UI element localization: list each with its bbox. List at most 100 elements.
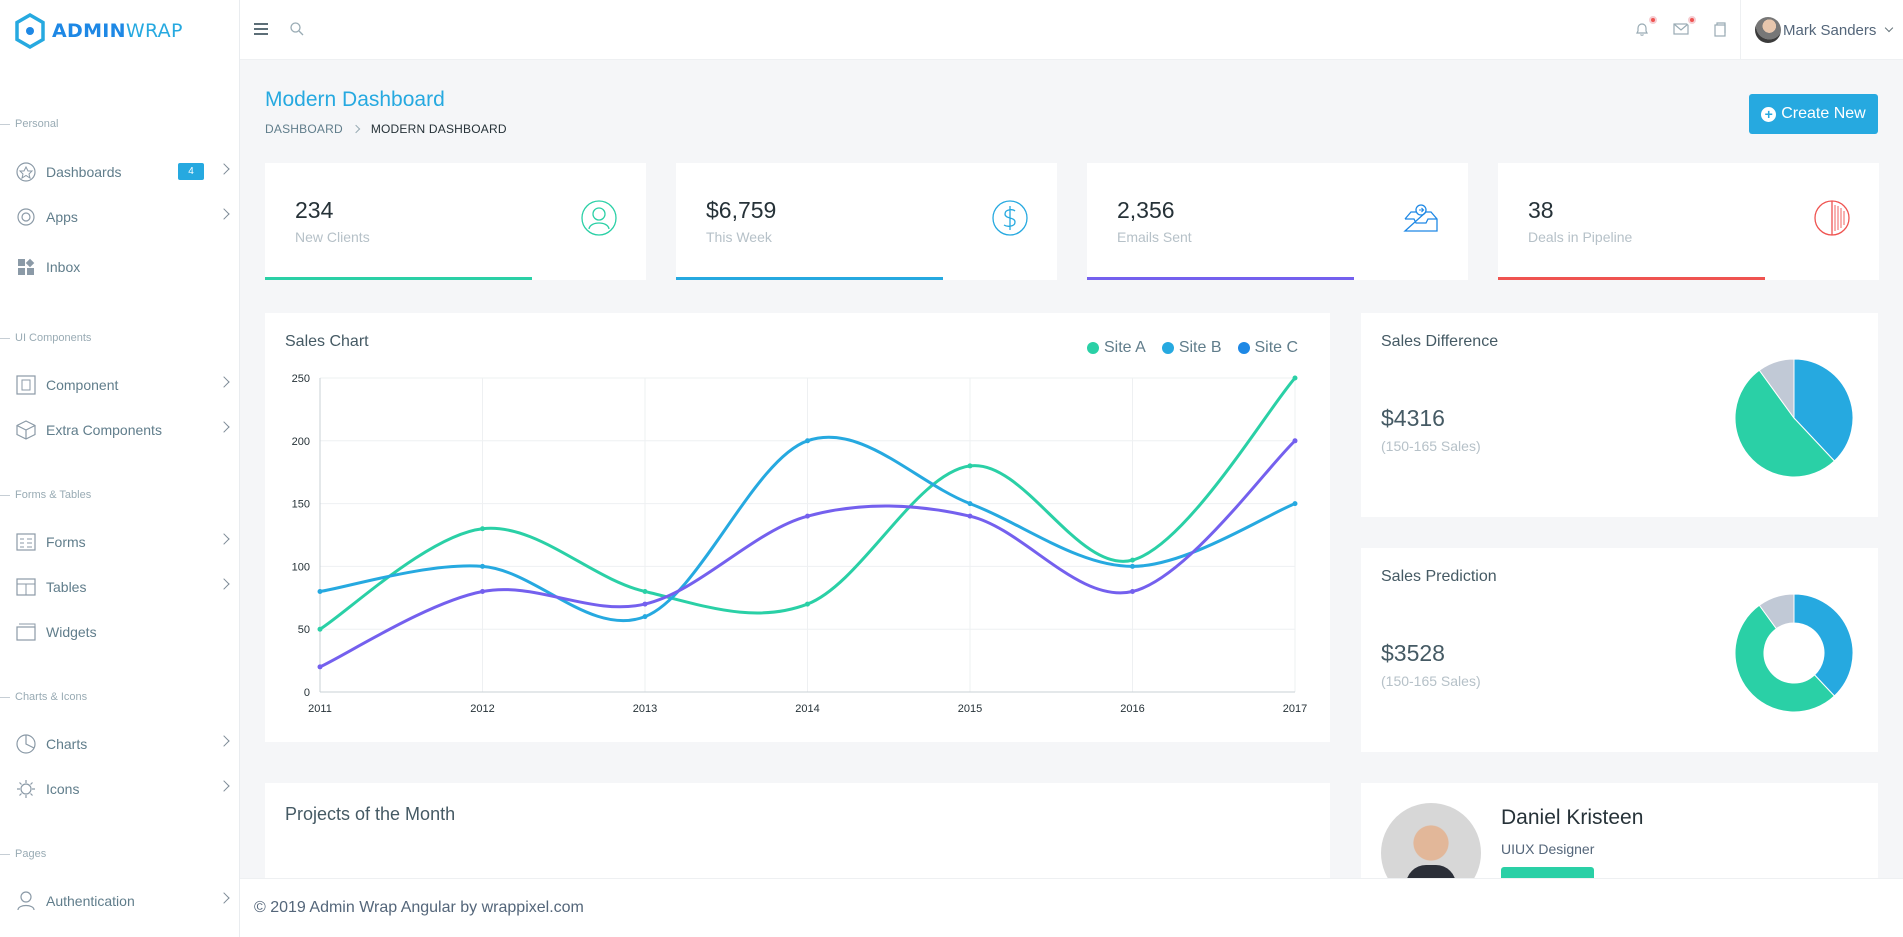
data-point — [967, 463, 973, 469]
stat-card-deals: 38 Deals in Pipeline — [1498, 163, 1879, 280]
clipboard-icon[interactable] — [1709, 18, 1731, 40]
data-point — [480, 563, 485, 569]
sidebar-item-inbox[interactable]: Inbox — [14, 253, 228, 281]
nav-section-pages: Pages — [0, 844, 46, 864]
chevron-right-icon — [218, 780, 230, 792]
y-tick-label: 250 — [292, 373, 310, 385]
data-point — [642, 589, 648, 595]
data-point — [642, 601, 648, 607]
sales-prediction-slice — [1734, 604, 1836, 713]
sidebar-item-extra-components[interactable]: Extra Components — [14, 416, 230, 444]
legend-label-site-b: Site B — [1178, 339, 1222, 356]
x-tick-label: 2013 — [633, 703, 657, 715]
inbox-icon — [14, 255, 38, 279]
chevron-right-icon — [218, 208, 230, 220]
menu-toggle-icon[interactable] — [250, 18, 272, 40]
data-point — [317, 664, 323, 670]
sales-difference-subtitle: (150-165 Sales) — [1381, 438, 1481, 454]
x-tick-label: 2016 — [1120, 703, 1144, 715]
sidebar-item-charts[interactable]: Charts — [14, 730, 230, 758]
sidebar-item-label: Inbox — [46, 259, 81, 275]
sidebar-item-label: Charts — [46, 736, 88, 752]
x-tick-label: 2017 — [1283, 703, 1307, 715]
create-new-button[interactable]: + Create New — [1749, 94, 1878, 134]
data-point — [480, 526, 485, 532]
projects-card: Projects of the Month — [265, 783, 1330, 878]
sales-difference-slice — [1758, 358, 1795, 420]
x-tick-label: 2011 — [308, 703, 332, 715]
data-point — [805, 601, 810, 607]
stat-label: Emails Sent — [1117, 229, 1192, 245]
sales-prediction-value: $3528 — [1381, 640, 1445, 666]
stat-card-new-clients: 234 New Clients — [265, 163, 646, 280]
sidebar-item-apps[interactable]: Apps — [14, 203, 230, 231]
sidebar: ADMINWRAP Personal Dashboards 4 Apps Inb… — [0, 0, 240, 937]
stat-progress-bar — [1087, 277, 1354, 280]
notification-bell-icon[interactable] — [1631, 14, 1659, 40]
data-point — [805, 513, 810, 519]
stat-card-this-week: $6,759 This Week — [676, 163, 1057, 280]
sales-difference-slice — [1734, 369, 1836, 478]
chevron-right-icon — [218, 735, 230, 747]
chevron-down-icon — [1885, 23, 1894, 33]
x-tick-label: 2012 — [470, 703, 494, 715]
data-point — [642, 614, 648, 620]
logo-hexagon-icon — [15, 13, 45, 49]
logo[interactable]: ADMINWRAP — [0, 0, 239, 62]
stat-value: 38 — [1528, 197, 1554, 223]
sales-difference-slice — [1793, 358, 1854, 462]
plus-circle-icon: + — [1761, 106, 1777, 122]
chevron-right-icon — [218, 533, 230, 545]
sidebar-item-dashboards[interactable]: Dashboards 4 — [14, 158, 230, 186]
nav-section-ui-components: UI Components — [0, 328, 91, 348]
breadcrumb-dashboard[interactable]: DASHBOARD — [265, 122, 343, 136]
nav-section-forms-tables: Forms & Tables — [0, 485, 91, 505]
chevron-right-icon — [218, 421, 230, 433]
y-tick-label: 50 — [298, 624, 310, 636]
y-tick-label: 100 — [292, 561, 310, 573]
sales-prediction-card: Sales Prediction $3528 (150-165 Sales) — [1361, 548, 1878, 752]
user-menu[interactable]: Mark Sanders — [1740, 0, 1894, 60]
profile-action-button[interactable] — [1501, 867, 1594, 878]
dashboard-icon — [14, 160, 38, 184]
user-name: Mark Sanders — [1783, 21, 1877, 39]
data-point — [317, 589, 323, 595]
sidebar-item-label: Tables — [46, 579, 87, 595]
inbox-tray-icon — [1403, 204, 1438, 232]
footer-copyright: © 2019 Admin Wrap Angular by wrappixel.c… — [254, 899, 584, 916]
projects-title: Projects of the Month — [285, 804, 456, 824]
data-point — [317, 626, 323, 632]
sales-prediction-slice — [1793, 593, 1854, 697]
nav-section-personal: Personal — [0, 114, 58, 134]
data-point — [1130, 589, 1135, 595]
tables-icon — [14, 575, 38, 599]
messages-icon[interactable] — [1670, 14, 1698, 40]
data-point — [967, 513, 973, 519]
sidebar-item-label: Widgets — [46, 624, 97, 640]
sidebar-item-label: Dashboards — [46, 164, 122, 180]
sidebar-item-label: Apps — [46, 209, 78, 225]
sidebar-item-widgets[interactable]: Widgets — [14, 618, 228, 646]
widgets-icon — [14, 620, 38, 644]
avatar — [1755, 17, 1781, 43]
sidebar-item-tables[interactable]: Tables — [14, 573, 230, 601]
sales-line-chart: 0 50 100 150 200 250 2011 2012 2013 2014 2015 2016 2… — [292, 373, 1308, 715]
sales-difference-title: Sales Difference — [1381, 333, 1499, 350]
sidebar-item-label: Forms — [46, 534, 86, 550]
stat-label: New Clients — [295, 229, 370, 245]
chevron-right-icon — [218, 163, 230, 175]
search-icon[interactable] — [286, 18, 308, 40]
x-tick-label: 2015 — [958, 703, 982, 715]
sales-prediction-donut — [1734, 593, 1854, 713]
sidebar-item-icons[interactable]: Icons — [14, 775, 230, 803]
profile-card: Daniel Kristeen UIUX Designer — [1361, 783, 1878, 878]
sidebar-item-component[interactable]: Component — [14, 371, 230, 399]
sidebar-item-label: Component — [46, 377, 119, 393]
sidebar-item-authentication[interactable]: Authentication — [14, 887, 230, 915]
sidebar-item-forms[interactable]: Forms — [14, 528, 230, 556]
sidebar-item-label: Extra Components — [46, 422, 162, 438]
data-point — [1130, 557, 1135, 563]
user-icon — [581, 200, 617, 236]
legend-swatch-site-a — [1087, 342, 1099, 354]
sales-difference-value: $4316 — [1381, 405, 1445, 431]
